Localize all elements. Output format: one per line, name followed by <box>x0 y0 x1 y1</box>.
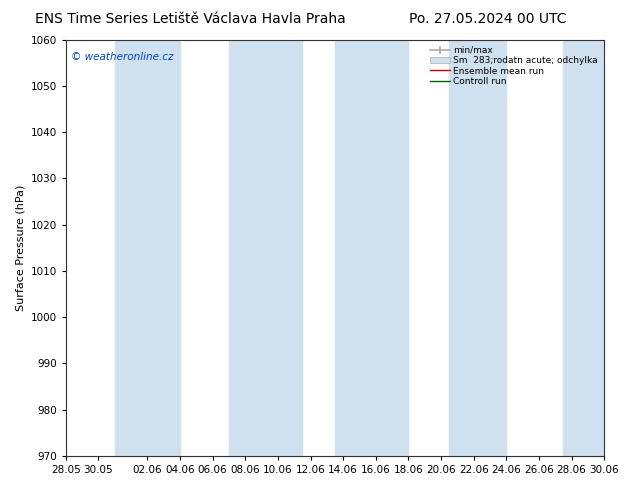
Legend: min/max, Sm  283;rodatn acute; odchylka, Ensemble mean run, Controll run: min/max, Sm 283;rodatn acute; odchylka, … <box>428 44 600 88</box>
Text: Po. 27.05.2024 00 UTC: Po. 27.05.2024 00 UTC <box>410 12 567 26</box>
Bar <box>335 40 408 456</box>
Y-axis label: Surface Pressure (hPa): Surface Pressure (hPa) <box>15 185 25 311</box>
Text: © weatheronline.cz: © weatheronline.cz <box>71 52 174 62</box>
Bar <box>229 40 302 456</box>
Bar <box>115 40 180 456</box>
Bar <box>450 40 507 456</box>
Bar <box>564 40 604 456</box>
Text: ENS Time Series Letiště Václava Havla Praha: ENS Time Series Letiště Václava Havla Pr… <box>35 12 346 26</box>
